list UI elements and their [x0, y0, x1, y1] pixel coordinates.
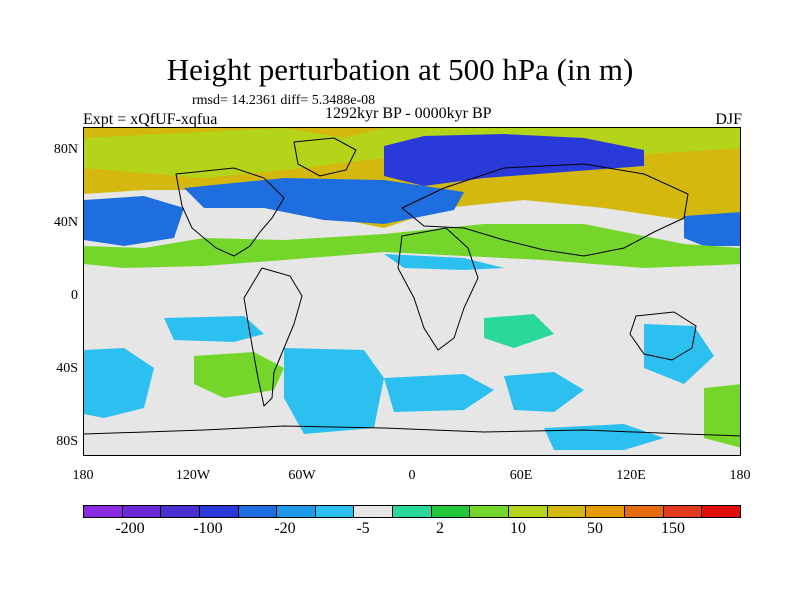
- colorbar: [83, 505, 741, 518]
- x-label-120e: 120E: [616, 468, 646, 483]
- colorbar-segment: [586, 506, 625, 517]
- colorbar-segment: [161, 506, 200, 517]
- sh-green-patch-3: [704, 384, 740, 448]
- sh-cyan-patch-5: [504, 372, 584, 412]
- map-svg: [84, 128, 740, 455]
- colorbar-label-10: 10: [510, 520, 526, 537]
- sh-cyan-patch-6: [644, 324, 714, 384]
- nh-blue-pacific-east: [684, 212, 740, 246]
- nh-green-subtropics: [84, 224, 740, 268]
- x-label-0: 0: [408, 468, 416, 483]
- colorbar-label-2: 2: [436, 520, 444, 537]
- africa-outline: [397, 227, 479, 351]
- sh-cyan-patch-4: [384, 374, 494, 412]
- colorbar-label-50: 50: [587, 520, 603, 537]
- x-label-180e: 180: [729, 468, 751, 483]
- chart-title: Height perturbation at 500 hPa (in m): [166, 52, 634, 87]
- colorbar-segment: [702, 506, 740, 517]
- nh-blue-mid-band-west: [184, 178, 464, 224]
- colorbar-segment: [122, 506, 162, 517]
- period-label: 1292kyr BP - 0000kyr BP: [325, 105, 492, 122]
- south-america-outline: [243, 267, 303, 408]
- greenland-outline: [293, 137, 357, 177]
- y-label-0: 0: [71, 288, 78, 303]
- colorbar-segment: [663, 506, 703, 517]
- nh-blue-polar-low: [384, 134, 644, 186]
- statistics-label: rmsd= 14.2361 diff= 5.3488e-08: [192, 93, 376, 108]
- nh-blue-pacific: [84, 196, 184, 246]
- y-label-40s: 40S: [56, 361, 78, 376]
- australia-outline: [629, 311, 697, 361]
- colorbar-label-minus100: -100: [193, 520, 223, 537]
- colorbar-label-minus5: -5: [356, 520, 370, 537]
- continent-outlines: [84, 137, 740, 437]
- x-label-120w: 120W: [175, 468, 211, 483]
- colorbar-segment: [199, 506, 239, 517]
- y-label-40n: 40N: [53, 215, 78, 230]
- season-label: DJF: [715, 111, 742, 128]
- colorbar-segment: [547, 506, 587, 517]
- colorbar-segment: [470, 506, 510, 517]
- y-label-80n: 80N: [53, 142, 78, 157]
- colorbar-segment: [393, 506, 432, 517]
- colorbar-segment: [624, 506, 664, 517]
- x-label-180w: 180: [72, 468, 94, 483]
- colorbar-segment: [84, 506, 123, 517]
- colorbar-segment: [354, 506, 394, 517]
- colorbar-segment: [277, 506, 316, 517]
- sh-green-patch-2: [484, 314, 554, 348]
- height-perturbation-map: [83, 127, 741, 456]
- colorbar-segment: [238, 506, 278, 517]
- colorbar-segment: [431, 506, 471, 517]
- sh-cyan-patch-1: [164, 316, 264, 342]
- colorbar-label-minus20: -20: [274, 520, 296, 537]
- sh-green-patch: [194, 352, 284, 398]
- colorbar-segment: [315, 506, 355, 517]
- x-label-60e: 60E: [509, 468, 533, 483]
- north-america-outline: [175, 167, 285, 257]
- x-label-60w: 60W: [288, 468, 316, 483]
- colorbar-label-minus200: -200: [115, 520, 145, 537]
- antarctica-outline: [84, 425, 740, 437]
- y-label-80s: 80S: [56, 434, 78, 449]
- eurasia-outline: [401, 163, 689, 257]
- colorbar-segment: [509, 506, 548, 517]
- experiment-label: Expt = xQfUF-xqfua: [83, 111, 218, 128]
- sh-cyan-patch-2: [84, 348, 154, 418]
- sh-cyan-patch-3: [284, 348, 384, 434]
- colorbar-label-150: 150: [661, 520, 685, 537]
